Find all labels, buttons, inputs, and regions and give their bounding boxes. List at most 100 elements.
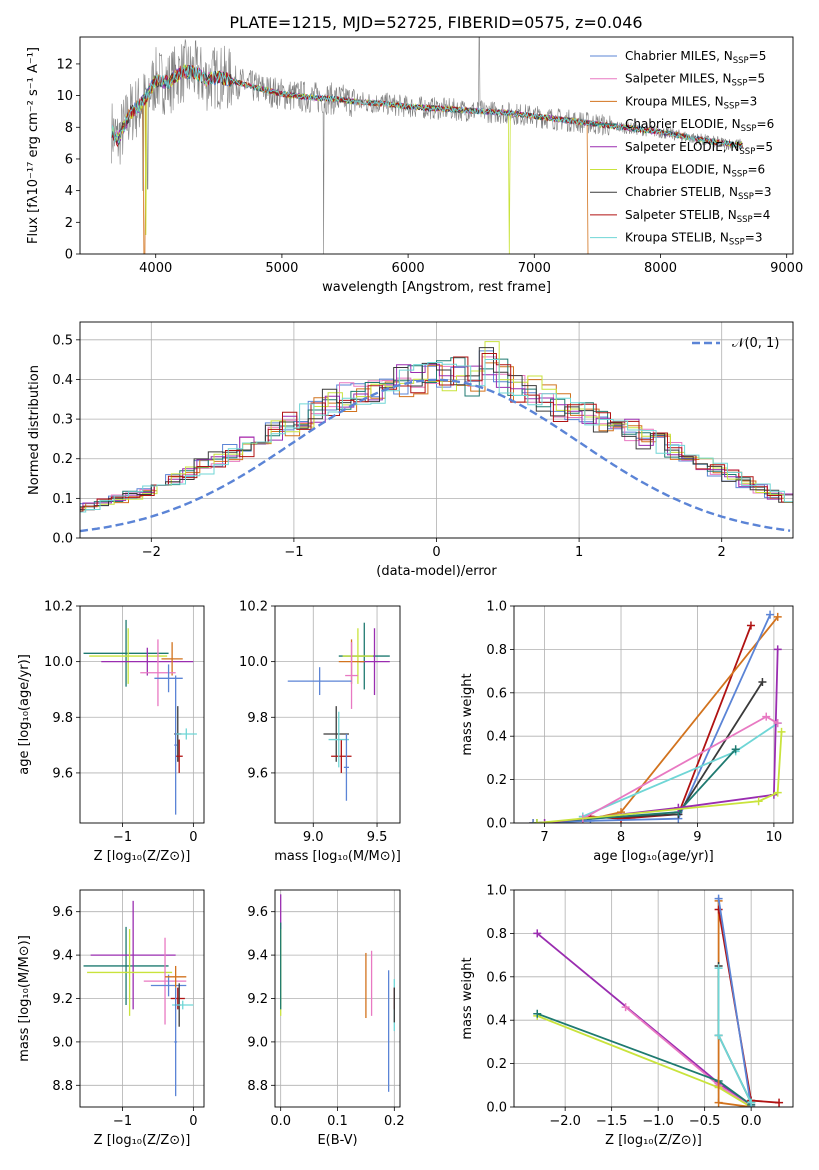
histogram-series [80,347,793,512]
y-tick-label: 10.2 [44,600,73,615]
x-tick-label: −1 [113,1114,132,1129]
axes-frame [79,36,794,255]
y-tick-label: 10.0 [44,655,73,670]
y-tick-label: 1.0 [486,600,507,615]
weight-point-marker [714,1098,723,1107]
legend-label: Kroupa STELIB, NSSP=3 [625,231,763,248]
legend-suffix: =6 [757,117,775,131]
x-tick-label: 9000 [770,261,803,276]
weight-series-line [533,616,779,823]
y-tick-label: 0.4 [486,730,507,745]
y-tick-label: 9.2 [247,992,268,1007]
normal-curve-line [80,378,791,533]
weight-series-line [533,614,771,823]
legend-label: Salpeter ELODIE, NSSP=5 [625,140,773,157]
x-tick-label: 6000 [392,261,425,276]
weight-point-marker [731,745,740,754]
legend-label: Kroupa MILES, NSSP=3 [625,94,757,111]
errorbar-point [90,900,176,1010]
weight-point-marker [773,645,782,654]
y-tick-label: 10 [56,89,73,104]
histogram-series [80,362,793,509]
errorbar-point [175,739,183,773]
errorbar-point [323,706,349,762]
y-tick-label: 8.8 [247,1079,268,1094]
x-tick-label: −0.5 [689,1114,721,1129]
y-tick-label: 2 [65,216,73,231]
weight-point-marker [621,1003,630,1012]
weight-series-line [717,966,752,1104]
y-tick-label: 12 [56,57,73,72]
weight_vs_age-axes: 7 8 9 10 0.0 0.2 0.4 0.6 0.8 1.0 age [log₁₀(age/yr… [460,600,794,864]
axes-frame [513,605,794,824]
errorbar-point [170,987,185,1010]
y-tick-label: 0.5 [52,333,73,348]
legend-subscript: SSP [729,238,745,248]
x-axis-label: Z [log₁₀(Z/Z⊙)] [94,849,191,864]
errorbar-point [89,628,168,684]
errorbar-point [150,974,187,997]
weight-point-marker [533,929,542,938]
weight-point-marker [762,712,771,721]
x-tick-label: 7000 [518,261,551,276]
legend-label: Chabrier STELIB, NSSP=3 [625,185,772,202]
y-tick-label: 9.0 [52,1035,73,1050]
histogram-series [80,363,793,510]
y-tick-label: 9.6 [52,905,73,920]
errorbar-point [165,965,187,988]
legend-subscript: SSP [737,215,753,225]
legend-subscript: SSP [739,147,755,157]
weight-point-marker [532,819,541,823]
x-tick-label: 2 [718,545,726,560]
y-tick-label: 9.2 [52,992,73,1007]
weight-point-marker [540,819,549,823]
y-axis-label: mass weight [460,957,475,1039]
x-tick-label: 0.1 [327,1114,348,1129]
x-tick-label: 10 [766,830,783,845]
y-tick-label: 0.8 [486,643,507,658]
x-tick-label: 1 [575,545,583,560]
legend-subscript: SSP [738,192,754,202]
weight-series-line [536,731,783,823]
y-tick-label: 8.8 [52,1079,73,1094]
weight-series-line [590,625,752,820]
weight-point-marker [747,1098,756,1107]
spectrum-legend: Chabrier MILES, NSSP=5 Salpeter MILES, NS… [590,49,774,248]
x-tick-label: −1.5 [596,1114,628,1129]
weight-point-marker [758,677,767,686]
y-tick-label: 0.4 [52,373,73,388]
weight-point-marker [674,803,683,812]
errorbar-point [328,711,349,768]
errorbar-point [143,937,187,1025]
legend-label: Chabrier ELODIE, NSSP=6 [625,117,774,134]
errorbar-point [331,739,352,773]
errorbar-point [161,642,183,676]
y-tick-label: 9.8 [52,711,73,726]
y-axis-label: mass weight [460,673,475,755]
errorbar-point [140,639,176,707]
mass_vs_EBV-points [280,894,395,1092]
y-tick-label: 1.0 [486,884,507,899]
spectrum-axes: 4000 5000 6000 7000 8000 9000 0 2 4 6 8 10 12 wavelen… [26,36,803,295]
axes-frame [79,605,205,824]
weight-point-marker [533,1009,542,1018]
errorbar-point [359,628,390,696]
x-tick-label: −1 [113,830,132,845]
x-tick-label: 5000 [265,261,298,276]
histogram-series [80,359,793,513]
weight-point-marker [773,719,782,728]
y-tick-label: 8 [65,121,73,136]
y-tick-label: 10.0 [239,655,268,670]
y-tick-label: 9.0 [247,1035,268,1050]
weight-point-marker [714,964,723,973]
x-tick-label: 0.0 [270,1114,291,1129]
y-tick-label: 0.8 [486,927,507,942]
legend-label: Salpeter MILES, NSSP=5 [625,72,765,89]
errorbar-point [101,647,194,676]
errorbar-point [287,667,352,696]
x-tick-label: −1.0 [642,1114,674,1129]
y-tick-label: 0.6 [486,686,507,701]
model-spectrum-line [111,63,743,254]
errorbar-point [174,675,178,815]
